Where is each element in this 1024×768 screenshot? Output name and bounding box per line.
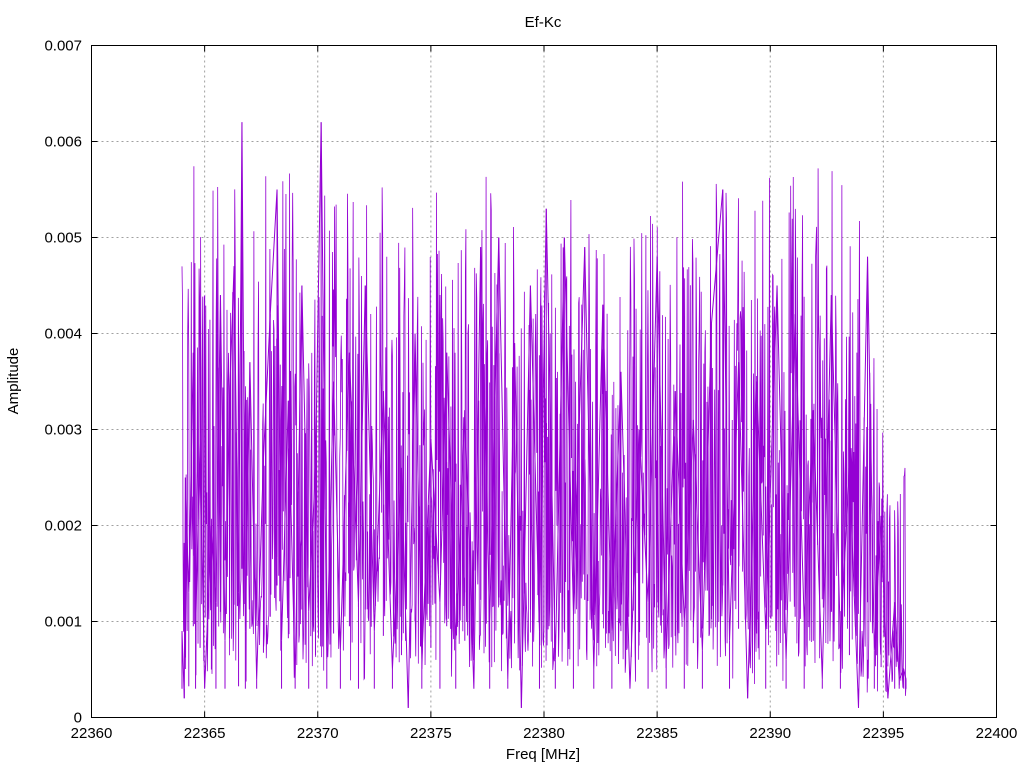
y-axis-label: Amplitude [5, 348, 22, 415]
axis-ticks [91, 45, 997, 718]
x-tick-label: 22390 [749, 725, 791, 742]
y-tick-label: 0.003 [44, 422, 82, 439]
series-trace [181, 122, 907, 708]
x-axis-label: Freq [MHz] [506, 746, 580, 763]
x-tick-label: 22380 [523, 725, 565, 742]
x-tick-label: 22395 [863, 725, 905, 742]
y-tick-labels: 0 0.001 0.002 0.003 0.004 0.005 0.006 0.007 [44, 38, 82, 727]
series-noise-trace [181, 166, 907, 696]
x-tick-labels: 22360 22365 22370 22375 22380 22385 22390 22395… [71, 725, 1018, 742]
x-tick-label: 22360 [71, 725, 113, 742]
y-tick-label: 0.004 [44, 326, 82, 343]
y-tick-label: 0.002 [44, 518, 82, 535]
x-tick-label: 22385 [636, 725, 678, 742]
x-tick-label: 22370 [297, 725, 339, 742]
y-tick-label: 0.006 [44, 134, 82, 151]
x-tick-label: 22375 [410, 725, 452, 742]
x-tick-label: 22365 [184, 725, 226, 742]
y-tick-label: 0.001 [44, 614, 82, 631]
y-tick-label: 0.007 [44, 38, 82, 55]
y-tick-label: 0.005 [44, 230, 82, 247]
x-tick-label: 22400 [976, 725, 1018, 742]
y-tick-label: 0 [74, 710, 82, 727]
chart-title: Ef-Kc [525, 14, 562, 31]
